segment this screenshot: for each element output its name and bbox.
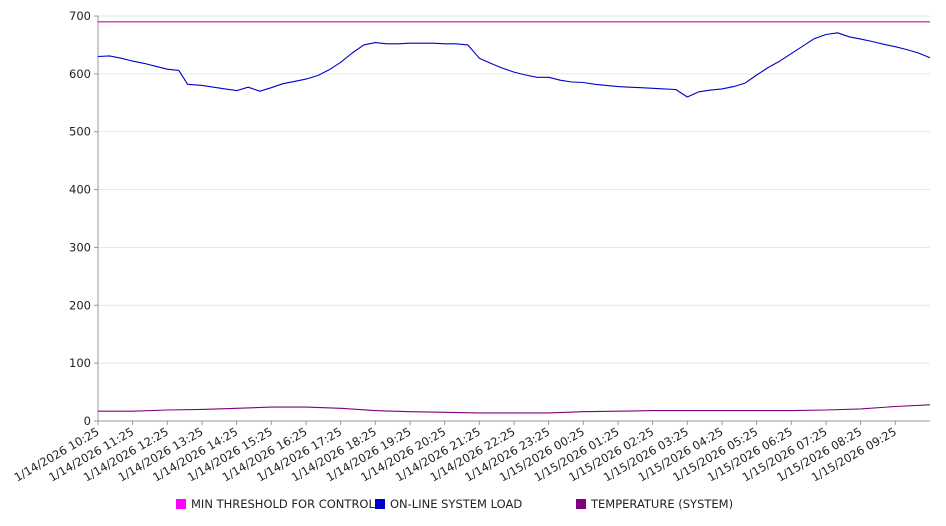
y-tick-label: 200 (69, 298, 91, 312)
y-tick-label: 100 (69, 356, 91, 370)
legend-swatch (375, 499, 385, 509)
gridlines (98, 15, 930, 422)
y-tick-label: 400 (69, 183, 91, 197)
legend-label: ON-LINE SYSTEM LOAD (390, 497, 523, 511)
series-line-1 (97, 32, 931, 98)
legend-label: TEMPERATURE (SYSTEM) (591, 497, 734, 511)
legend-item: MIN THRESHOLD FOR CONTROL (176, 497, 375, 511)
series-lines (97, 21, 931, 414)
y-tick-label: 0 (84, 414, 91, 428)
legend: MIN THRESHOLD FOR CONTROL ON-LINE SYSTEM … (0, 497, 946, 517)
y-tick-label: 300 (69, 240, 91, 254)
y-tick-label: 600 (69, 67, 91, 81)
x-tick-labels: 1/14/2026 10:251/14/2026 11:251/14/2026 … (12, 424, 899, 484)
legend-swatch (576, 499, 586, 509)
y-tick-label: 500 (69, 125, 91, 139)
legend-item: TEMPERATURE (SYSTEM) (576, 497, 733, 511)
y-tick-label: 700 (69, 9, 91, 23)
series-line-2 (98, 404, 931, 414)
legend-swatch (176, 499, 186, 509)
legend-label: MIN THRESHOLD FOR CONTROL (191, 497, 375, 511)
axes (94, 15, 930, 425)
y-tick-labels: 0 100 200 300 400 500 600 700 (69, 9, 91, 428)
legend-item: ON-LINE SYSTEM LOAD (375, 497, 522, 511)
